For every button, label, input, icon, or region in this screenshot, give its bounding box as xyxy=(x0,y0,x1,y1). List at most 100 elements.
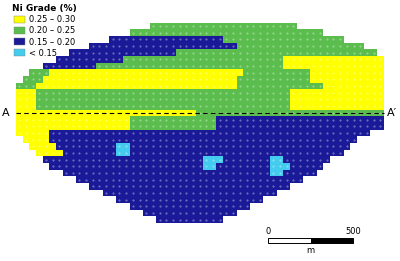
Bar xyxy=(136,110,143,116)
Bar xyxy=(277,116,283,123)
Bar xyxy=(110,136,116,143)
Bar xyxy=(29,76,36,83)
Bar xyxy=(130,203,136,210)
Bar xyxy=(223,150,230,156)
Bar xyxy=(344,136,350,143)
Bar xyxy=(337,63,344,69)
Bar xyxy=(123,69,130,76)
Bar xyxy=(156,190,163,197)
Bar xyxy=(116,129,123,136)
Bar xyxy=(170,129,176,136)
Bar xyxy=(297,136,303,143)
Bar xyxy=(110,176,116,183)
Bar xyxy=(136,143,143,150)
Bar xyxy=(203,29,210,36)
Bar xyxy=(130,56,136,63)
Bar xyxy=(136,63,143,69)
Bar xyxy=(303,103,310,110)
Bar xyxy=(303,170,310,176)
Bar xyxy=(277,83,283,90)
Bar xyxy=(250,170,256,176)
Bar xyxy=(370,96,377,103)
Bar xyxy=(183,129,190,136)
Bar xyxy=(230,116,236,123)
Bar xyxy=(190,29,196,36)
Bar xyxy=(203,170,210,176)
Bar xyxy=(103,136,110,143)
Bar xyxy=(357,43,364,49)
Bar xyxy=(250,183,256,190)
Bar xyxy=(156,96,163,103)
Bar xyxy=(256,156,263,163)
Bar xyxy=(290,103,297,110)
Bar xyxy=(330,103,337,110)
Bar xyxy=(303,63,310,69)
Bar xyxy=(83,103,89,110)
Bar xyxy=(136,136,143,143)
Bar xyxy=(230,110,236,116)
Bar xyxy=(230,123,236,129)
Bar xyxy=(196,197,203,203)
Bar xyxy=(364,103,370,110)
Bar xyxy=(256,163,263,170)
Bar xyxy=(103,76,110,83)
Bar xyxy=(190,123,196,129)
Bar xyxy=(196,22,203,29)
Bar xyxy=(63,103,69,110)
Bar xyxy=(337,103,344,110)
Bar xyxy=(256,143,263,150)
Bar xyxy=(190,56,196,63)
Bar xyxy=(210,116,216,123)
Bar xyxy=(69,156,76,163)
Bar xyxy=(270,76,277,83)
Bar xyxy=(317,83,324,90)
Bar xyxy=(56,56,63,63)
Bar xyxy=(196,110,203,116)
Bar xyxy=(116,36,123,43)
Bar xyxy=(270,49,277,56)
Bar xyxy=(183,210,190,216)
Bar xyxy=(110,43,116,49)
Bar xyxy=(324,56,330,63)
Bar xyxy=(236,156,243,163)
Bar xyxy=(83,150,89,156)
Bar xyxy=(42,83,49,90)
Bar xyxy=(143,190,150,197)
Bar xyxy=(256,110,263,116)
Bar xyxy=(163,176,170,183)
Bar xyxy=(150,150,156,156)
Bar xyxy=(56,143,63,150)
Bar xyxy=(250,36,256,43)
Bar xyxy=(183,76,190,83)
Bar xyxy=(29,136,36,143)
Bar xyxy=(270,69,277,76)
Bar xyxy=(110,56,116,63)
Bar xyxy=(256,103,263,110)
Bar xyxy=(36,143,42,150)
Bar xyxy=(49,90,56,96)
Bar xyxy=(203,56,210,63)
Text: A′: A′ xyxy=(387,108,397,118)
Bar xyxy=(256,22,263,29)
Bar xyxy=(303,116,310,123)
Bar xyxy=(256,150,263,156)
Bar xyxy=(230,36,236,43)
Bar xyxy=(96,143,103,150)
Bar xyxy=(69,143,76,150)
Bar xyxy=(156,83,163,90)
Bar xyxy=(42,156,49,163)
Bar xyxy=(190,190,196,197)
Bar xyxy=(136,56,143,63)
Bar xyxy=(29,96,36,103)
Bar xyxy=(277,129,283,136)
Bar xyxy=(330,96,337,103)
Bar xyxy=(263,69,270,76)
Bar xyxy=(256,69,263,76)
Bar xyxy=(156,163,163,170)
Bar xyxy=(290,49,297,56)
Bar xyxy=(263,29,270,36)
Bar xyxy=(364,96,370,103)
Bar xyxy=(350,129,357,136)
Bar xyxy=(22,116,29,123)
Bar xyxy=(143,163,150,170)
